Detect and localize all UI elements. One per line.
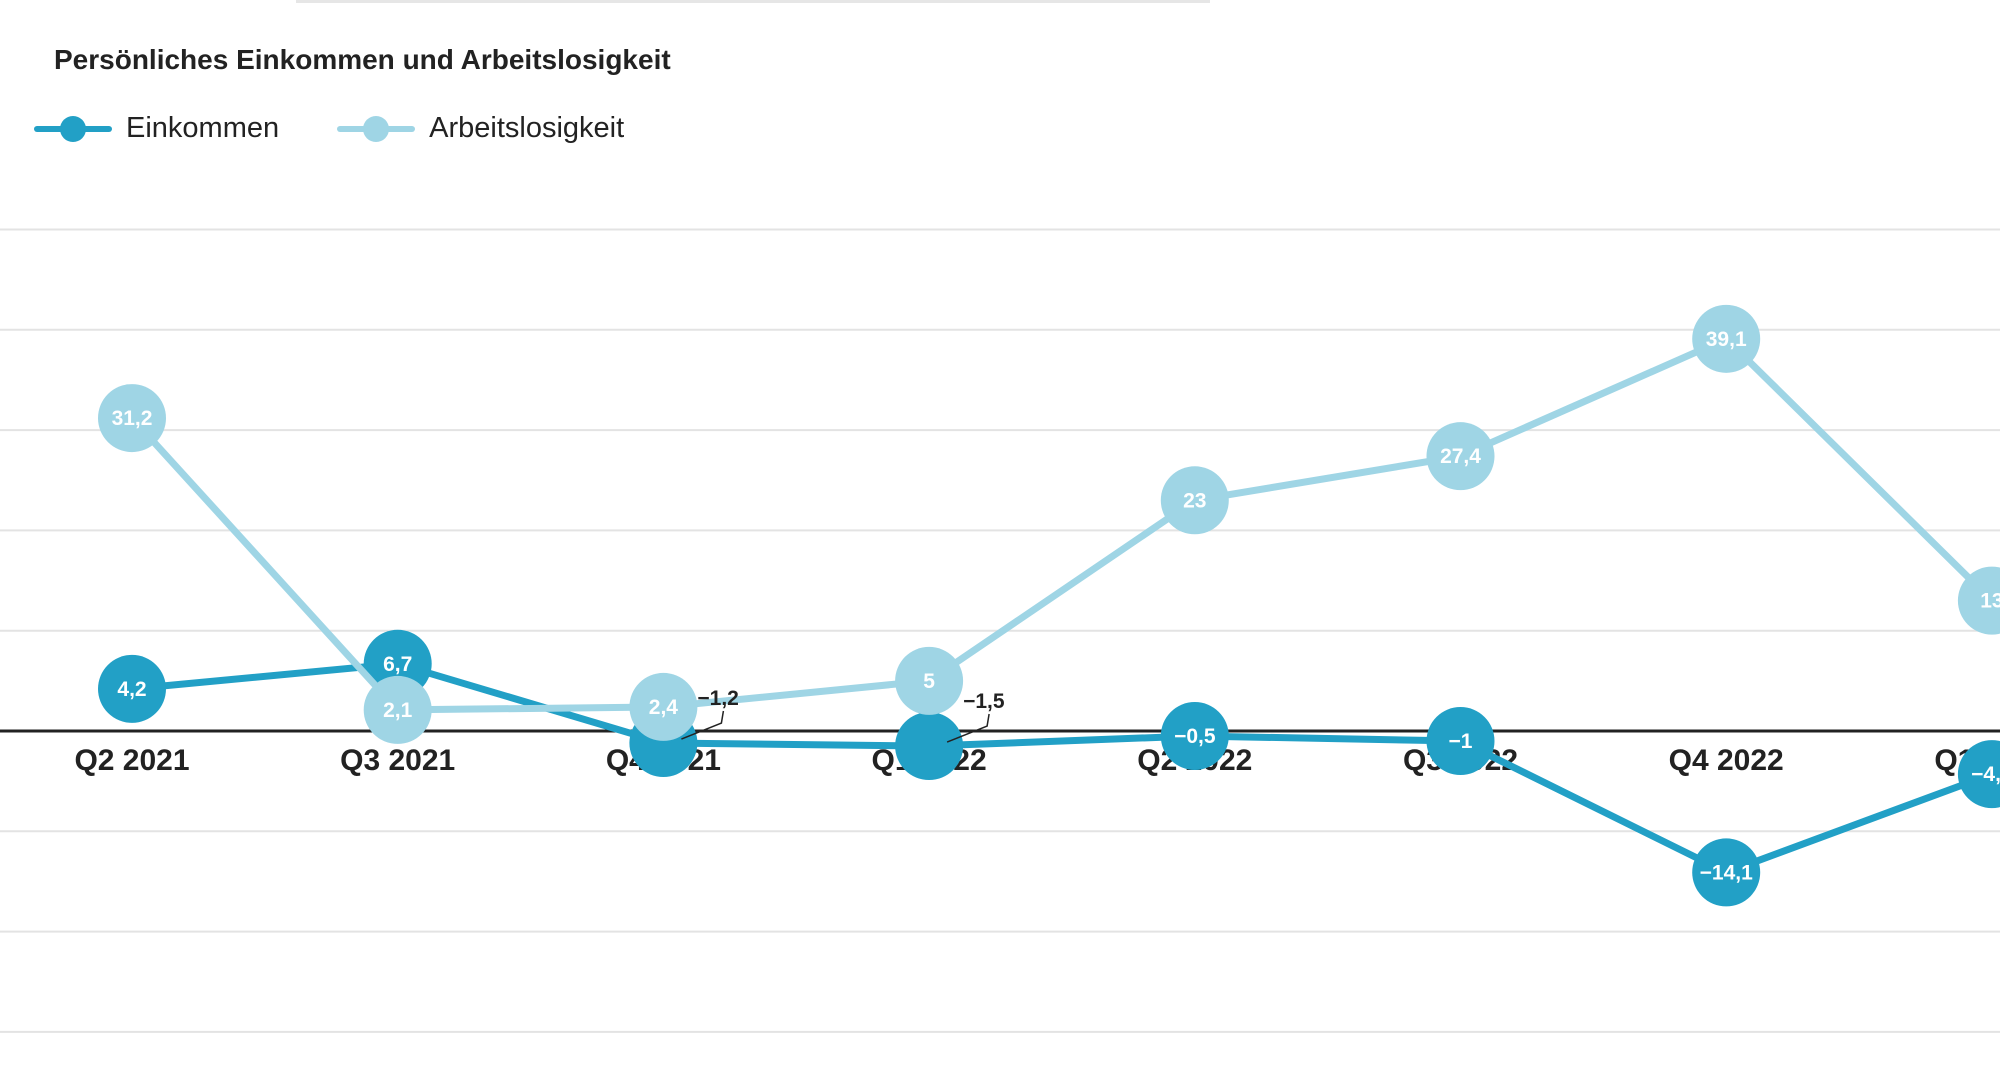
legend-swatch-einkommen (34, 115, 112, 142)
legend-item-einkommen[interactable]: Einkommen (34, 112, 279, 145)
label-layer: 4,2 6,7 −0,5 −1 −14,1 −4,3 31,2 2,1 2,4 5 23 27,4 39… (112, 328, 2000, 885)
data-point (895, 646, 964, 715)
legend-swatch-arbeitslosigkeit (337, 115, 416, 142)
data-label: 39,1 (1706, 328, 1747, 351)
data-label: 2,1 (383, 699, 413, 722)
callout-leader (946, 713, 990, 743)
legend-label-einkommen: Einkommen (126, 112, 280, 144)
series-line-0 (128, 660, 1996, 876)
data-point (895, 712, 964, 781)
data-label: 27,4 (1440, 445, 1481, 468)
data-point (363, 675, 432, 744)
data-label: −4,3 (1971, 763, 2000, 786)
data-point (1957, 566, 2000, 635)
chart-title: Persönliches Einkommen und Arbeitslosigk… (54, 44, 671, 75)
data-label: 31,2 (112, 407, 153, 430)
legend-label-arbeitslosigkeit: Arbeitslosigkeit (429, 112, 625, 144)
data-label: 4,2 (117, 678, 146, 701)
data-label: −0,5 (1174, 725, 1216, 748)
top-divider (296, 0, 1210, 3)
data-label: 13 (1980, 590, 2000, 613)
series-line-1 (128, 335, 1996, 714)
x-tick-label: Q2 2021 (74, 744, 189, 777)
callout-leader (681, 710, 725, 740)
data-label: 23 (1183, 489, 1206, 512)
data-point (98, 654, 166, 723)
data-label: 6,7 (383, 653, 412, 676)
data-point (629, 672, 698, 741)
chart-legend: Einkommen Arbeitslosigkeit (34, 112, 624, 145)
data-point (1692, 304, 1761, 373)
x-tick-label: Q3 2021 (340, 744, 455, 777)
data-label: −1,2 (697, 687, 738, 710)
legend-item-arbeitslosigkeit[interactable]: Arbeitslosigkeit (337, 112, 624, 145)
data-point (1957, 740, 2000, 809)
data-label: −1,5 (963, 690, 1005, 713)
data-point (1426, 707, 1495, 776)
grid-layer (0, 228, 2000, 1033)
data-point (1426, 422, 1495, 491)
data-label: 2,4 (649, 696, 679, 719)
data-point (1160, 466, 1229, 535)
series-layer (98, 304, 2000, 907)
data-label: −1 (1449, 730, 1473, 753)
data-label: 5 (923, 670, 935, 693)
data-point (98, 384, 166, 453)
data-point (1160, 702, 1229, 771)
x-tick-label: Q4 2022 (1669, 744, 1784, 777)
data-point (1692, 838, 1761, 907)
data-label: −14,1 (1700, 861, 1753, 884)
